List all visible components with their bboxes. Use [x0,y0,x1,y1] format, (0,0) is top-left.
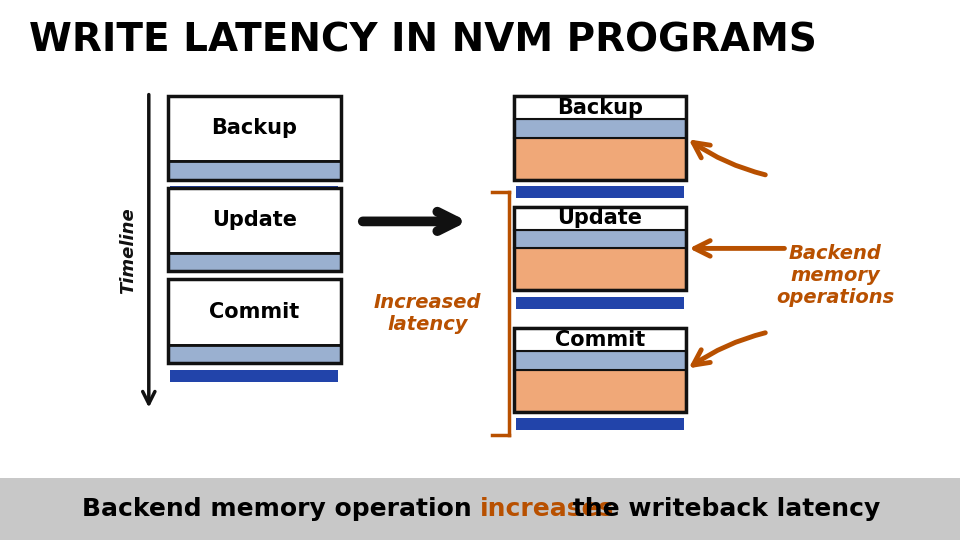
FancyBboxPatch shape [514,96,686,119]
FancyBboxPatch shape [514,119,686,138]
Text: increases: increases [480,497,614,521]
FancyBboxPatch shape [168,96,341,161]
FancyBboxPatch shape [514,206,686,230]
FancyBboxPatch shape [514,138,686,179]
FancyBboxPatch shape [514,370,686,411]
FancyBboxPatch shape [514,248,686,291]
Text: Backend memory operation: Backend memory operation [82,497,480,521]
Text: Timeline: Timeline [119,208,136,294]
FancyBboxPatch shape [171,186,339,198]
FancyBboxPatch shape [171,278,339,289]
Text: Commit: Commit [555,330,645,350]
Text: WRITE LATENCY IN NVM PROGRAMS: WRITE LATENCY IN NVM PROGRAMS [29,22,817,59]
Text: Backend
memory
operations: Backend memory operations [776,244,895,307]
FancyBboxPatch shape [516,297,684,309]
FancyBboxPatch shape [514,352,686,370]
Text: Backup: Backup [211,118,298,138]
Text: Backup: Backup [557,98,643,118]
Text: Update: Update [212,210,297,230]
Bar [0,478,960,540]
FancyBboxPatch shape [516,186,684,198]
FancyBboxPatch shape [514,328,686,352]
FancyBboxPatch shape [168,253,341,271]
Text: the writeback latency: the writeback latency [564,497,880,521]
Text: Increased
latency: Increased latency [373,293,481,334]
FancyBboxPatch shape [168,345,341,363]
FancyBboxPatch shape [168,188,341,253]
FancyBboxPatch shape [168,161,341,179]
FancyBboxPatch shape [514,230,686,248]
FancyBboxPatch shape [516,418,684,430]
Text: Update: Update [558,208,642,228]
Text: Commit: Commit [209,302,300,322]
FancyBboxPatch shape [171,369,339,381]
FancyBboxPatch shape [168,280,341,345]
